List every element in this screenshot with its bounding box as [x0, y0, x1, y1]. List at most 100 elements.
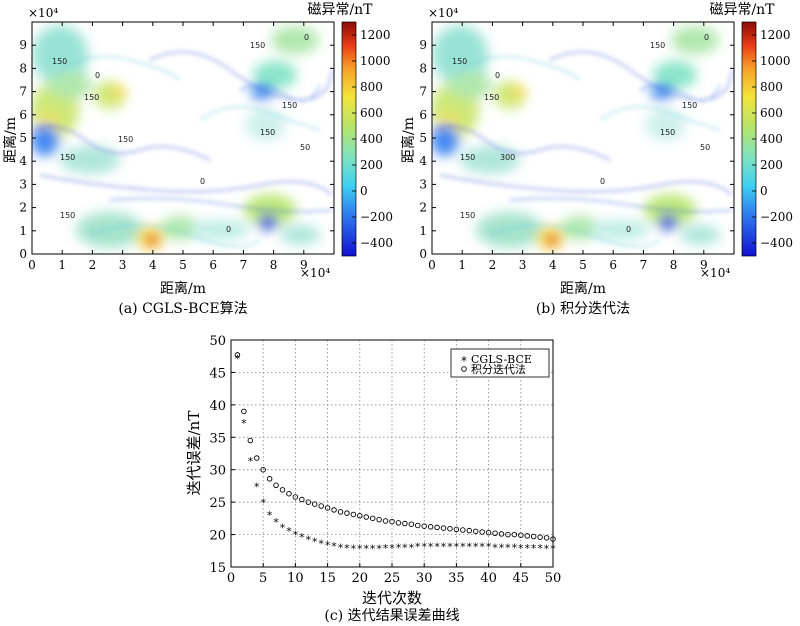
contour-label: 150: [484, 93, 499, 102]
data-point-circle: [369, 515, 376, 522]
y-ticks-c: 15 20 25 30 35 40 45 50: [209, 334, 235, 576]
x-tick-label: 2: [489, 258, 497, 272]
y-tick-label: 5: [19, 131, 27, 145]
data-point-star: *: [544, 543, 550, 556]
data-point-circle: [511, 531, 518, 538]
data-point-circle: [324, 505, 331, 511]
data-point-star: *: [428, 541, 434, 554]
data-point-star: *: [550, 543, 556, 556]
caption-b: (b) 积分迭代法: [536, 301, 630, 317]
contour-label: 50: [300, 143, 310, 152]
y-exponent-b: ×10⁴: [428, 6, 458, 20]
x-tick-label: 4: [549, 258, 557, 272]
data-point-circle: [472, 528, 479, 535]
data-point-circle: [434, 524, 440, 531]
y-tick-label: 20: [209, 529, 226, 544]
contour-labels-a: 150 150 150 150 150 150 150 150 50 0 0 0…: [52, 33, 310, 234]
data-point-star: *: [260, 497, 266, 510]
x-tick-label: 2: [89, 258, 97, 272]
data-point-star: *: [492, 541, 498, 554]
legend: * CGLS-BCE 积分迭代法: [450, 348, 550, 378]
x-tick-label: 3: [119, 258, 127, 272]
data-point-circle: [543, 535, 550, 541]
data-point-star: *: [531, 542, 537, 555]
y-axis-label-a: 距离/m: [2, 117, 19, 163]
colorbar-tick-label: 400: [760, 132, 783, 146]
data-point-star: *: [306, 534, 312, 547]
data-point-star: *: [338, 541, 344, 554]
x-tick-label: 9: [300, 258, 308, 272]
series-cgls-bce: ******* * * * * * * * * * * * * * * * * * * * * * * * * * * * * * * * * *…: [235, 353, 557, 556]
y-tick-label: 25: [209, 496, 226, 511]
data-point-star: *: [248, 455, 254, 468]
series-integral-iteration: [234, 352, 556, 542]
contour-label: 150: [118, 135, 133, 144]
data-point-star: *: [454, 541, 460, 554]
data-point-star: *: [370, 543, 376, 556]
data-point-circle: [518, 532, 524, 538]
data-point-circle: [415, 522, 421, 529]
data-point-circle: [254, 455, 260, 461]
x-tick-label: 5: [579, 258, 587, 272]
data-point-circle: [505, 531, 511, 538]
data-point-circle: [421, 523, 427, 529]
colorbar-tick-label: 600: [760, 106, 783, 120]
y-tick-label: 9: [19, 38, 27, 52]
y-tick-label: 6: [419, 108, 427, 122]
colorbar-tick-label: 1000: [760, 54, 791, 68]
contour-labels-b: 150 150 150 150 150 150 300 150 50 0 0 0…: [452, 33, 710, 234]
data-point-star: *: [351, 543, 357, 556]
contour-label: 0: [495, 71, 500, 80]
contour-label: 150: [282, 101, 297, 110]
data-point-star: *: [280, 521, 286, 534]
x-exponent-a: ×10⁴: [300, 266, 330, 280]
colorbar-tick-label: 600: [360, 106, 383, 120]
x-tick-label: 8: [270, 258, 278, 272]
y-tick-label: 45: [209, 366, 226, 381]
data-point-star: *: [505, 541, 511, 554]
colorbar-ticks-a: 1200 1000 800 600 400 200 0 −200 −400: [352, 28, 393, 250]
x-tick-label: 0: [227, 571, 235, 586]
y-tick-label: 0: [19, 247, 27, 261]
y-tick-label: 3: [19, 177, 27, 191]
y-tick-label: 50: [209, 334, 226, 349]
contour-label: 150: [460, 153, 475, 162]
contour-label: 0: [626, 225, 631, 234]
data-point-circle: [357, 513, 363, 519]
contour-label: 300: [500, 153, 515, 162]
data-point-star: *: [331, 540, 337, 553]
data-point-star: *: [273, 516, 279, 529]
data-point-circle: [247, 437, 254, 444]
data-point-circle: [234, 352, 241, 358]
y-tick-label: 3: [419, 177, 427, 191]
data-point-star: *: [312, 536, 318, 549]
data-point-circle: [453, 526, 460, 533]
data-point-star: *: [473, 541, 479, 554]
colorbar-tick-label: 400: [360, 132, 383, 146]
data-point-star: *: [434, 541, 440, 554]
contour-label: 150: [84, 93, 99, 102]
data-point-circle: [479, 529, 485, 535]
y-tick-label: 1: [19, 224, 27, 238]
data-point-circle: [427, 524, 434, 530]
colorbar-tick-label: 200: [360, 158, 383, 172]
x-tick-label: 1: [58, 258, 66, 272]
y-tick-label: 4: [19, 154, 27, 168]
colorbar-title-b: 磁异常/nT: [709, 2, 775, 18]
colorbar-tick-label: 800: [760, 80, 783, 94]
y-axis-label-c: 迭代误差/nT: [185, 411, 203, 496]
legend-label-cgls: CGLS-BCE: [471, 353, 532, 366]
data-point-circle: [447, 525, 453, 532]
data-point-star: *: [396, 541, 402, 554]
y-tick-label: 30: [209, 464, 226, 479]
data-point-star: *: [389, 542, 395, 555]
data-point-star: *: [318, 538, 324, 551]
data-point-star: *: [235, 353, 241, 366]
colorbar-tick-label: 800: [360, 80, 383, 94]
x-tick-label: 7: [240, 258, 248, 272]
data-point-star: *: [512, 541, 518, 554]
x-tick-label: 9: [700, 258, 708, 272]
data-point-star: *: [402, 541, 408, 554]
x-tick-label: 30: [416, 571, 433, 586]
